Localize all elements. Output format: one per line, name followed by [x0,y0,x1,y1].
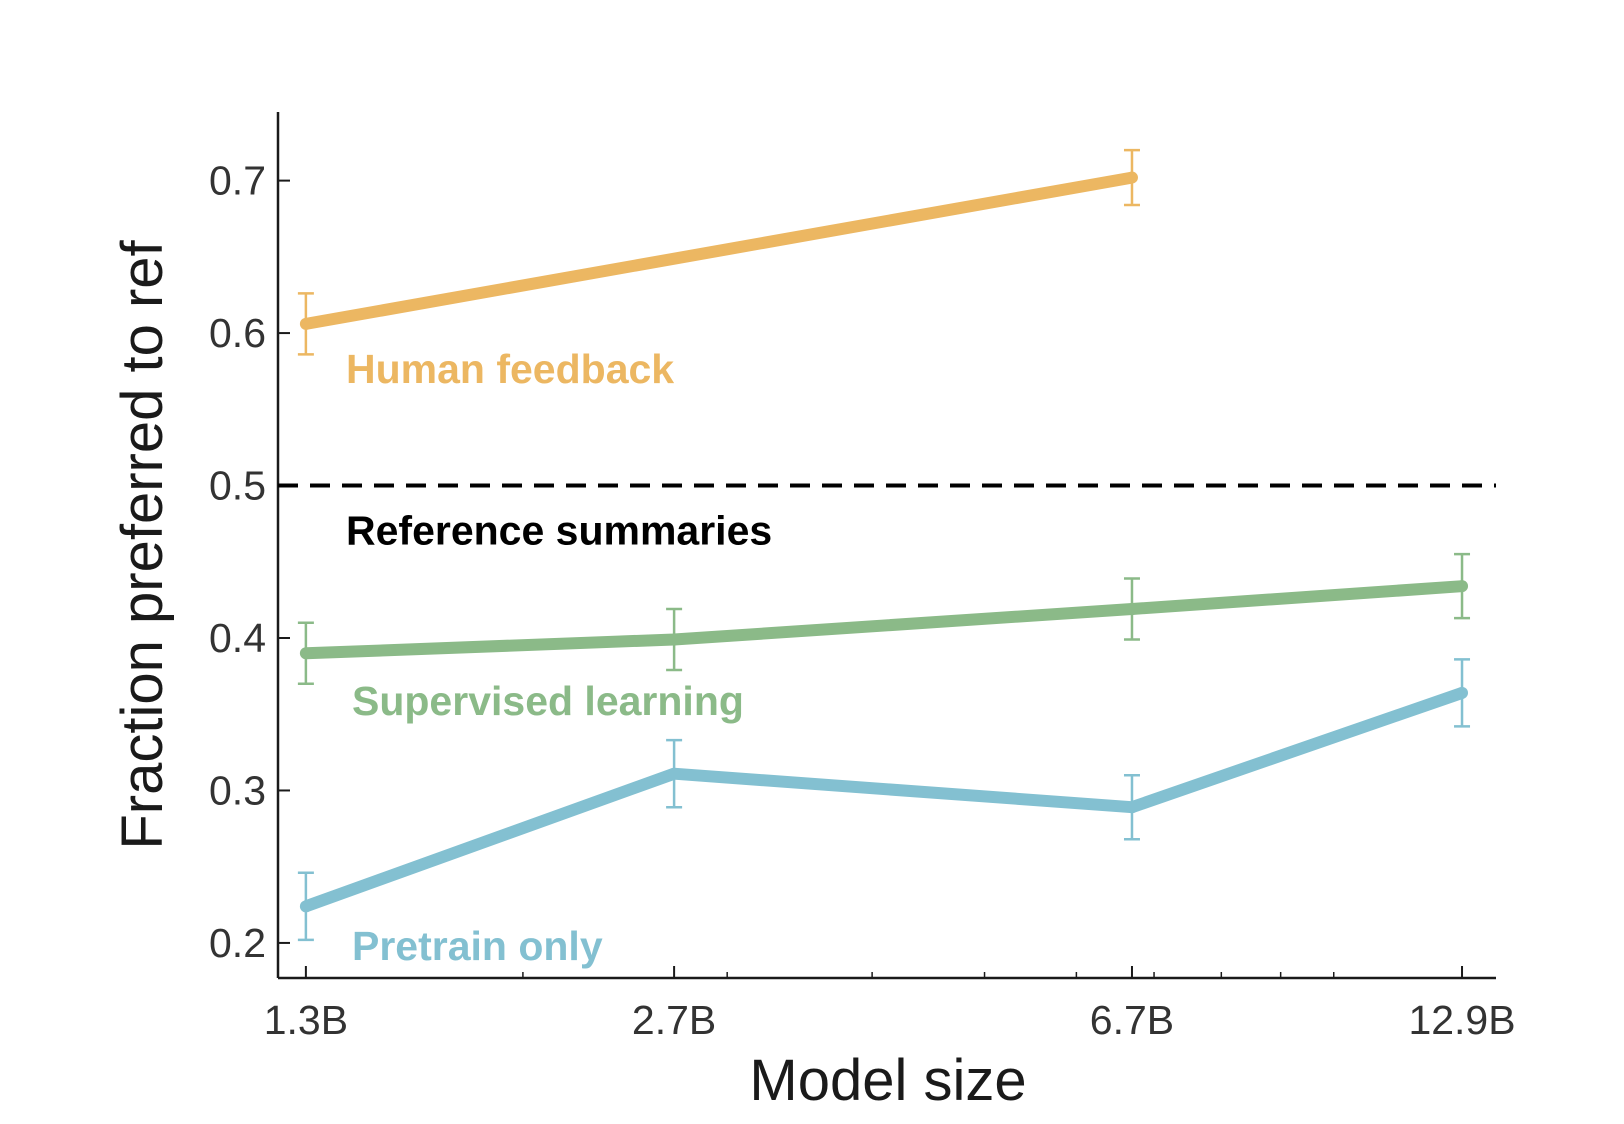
y-tick-label: 0.5 [209,463,266,509]
x-axis-title: Model size [749,1048,1026,1113]
x-tick-label: 1.3B [264,997,348,1043]
y-tick-label: 0.6 [209,310,266,356]
data-point [1125,801,1138,814]
y-tick-label: 0.2 [209,920,266,966]
x-tick-label: 6.7B [1090,997,1174,1043]
y-axis: 0.2 0.3 0.4 0.5 0.6 0.7 [209,112,290,978]
data-point [1456,580,1469,593]
series-supervised-learning: Supervised learning [297,552,1471,724]
data-point [1456,686,1469,699]
series-line [304,171,1134,330]
series-line [303,687,1464,912]
data-point [1125,171,1138,184]
x-tick-label: 2.7B [632,997,716,1043]
series-line [305,580,1463,660]
series-human-feedback: Human feedback [297,148,1140,392]
series-label: Human feedback [346,346,674,392]
data-point [299,317,312,330]
reference-label: Reference summaries [346,508,772,554]
y-axis-title: Fraction preferred to ref [110,239,175,849]
x-axis: 1.3B 2.7B 6.7B 12.9B [264,966,1516,1043]
data-point [668,633,681,646]
data-point [1125,603,1138,616]
y-tick-label: 0.4 [209,615,266,661]
reference-line: Reference summaries [278,483,1496,554]
series-label: Supervised learning [352,678,744,724]
y-tick-label: 0.7 [209,158,266,204]
data-point [299,647,312,660]
y-tick-label: 0.3 [209,767,266,813]
data-point [299,900,312,913]
x-tick-label: 12.9B [1408,997,1515,1043]
series-pretrain-only: Pretrain only [297,658,1471,969]
data-point [668,767,681,780]
series-label: Pretrain only [352,923,603,969]
series-group: Human feedback Supervised learning Pretrai… [297,148,1471,969]
